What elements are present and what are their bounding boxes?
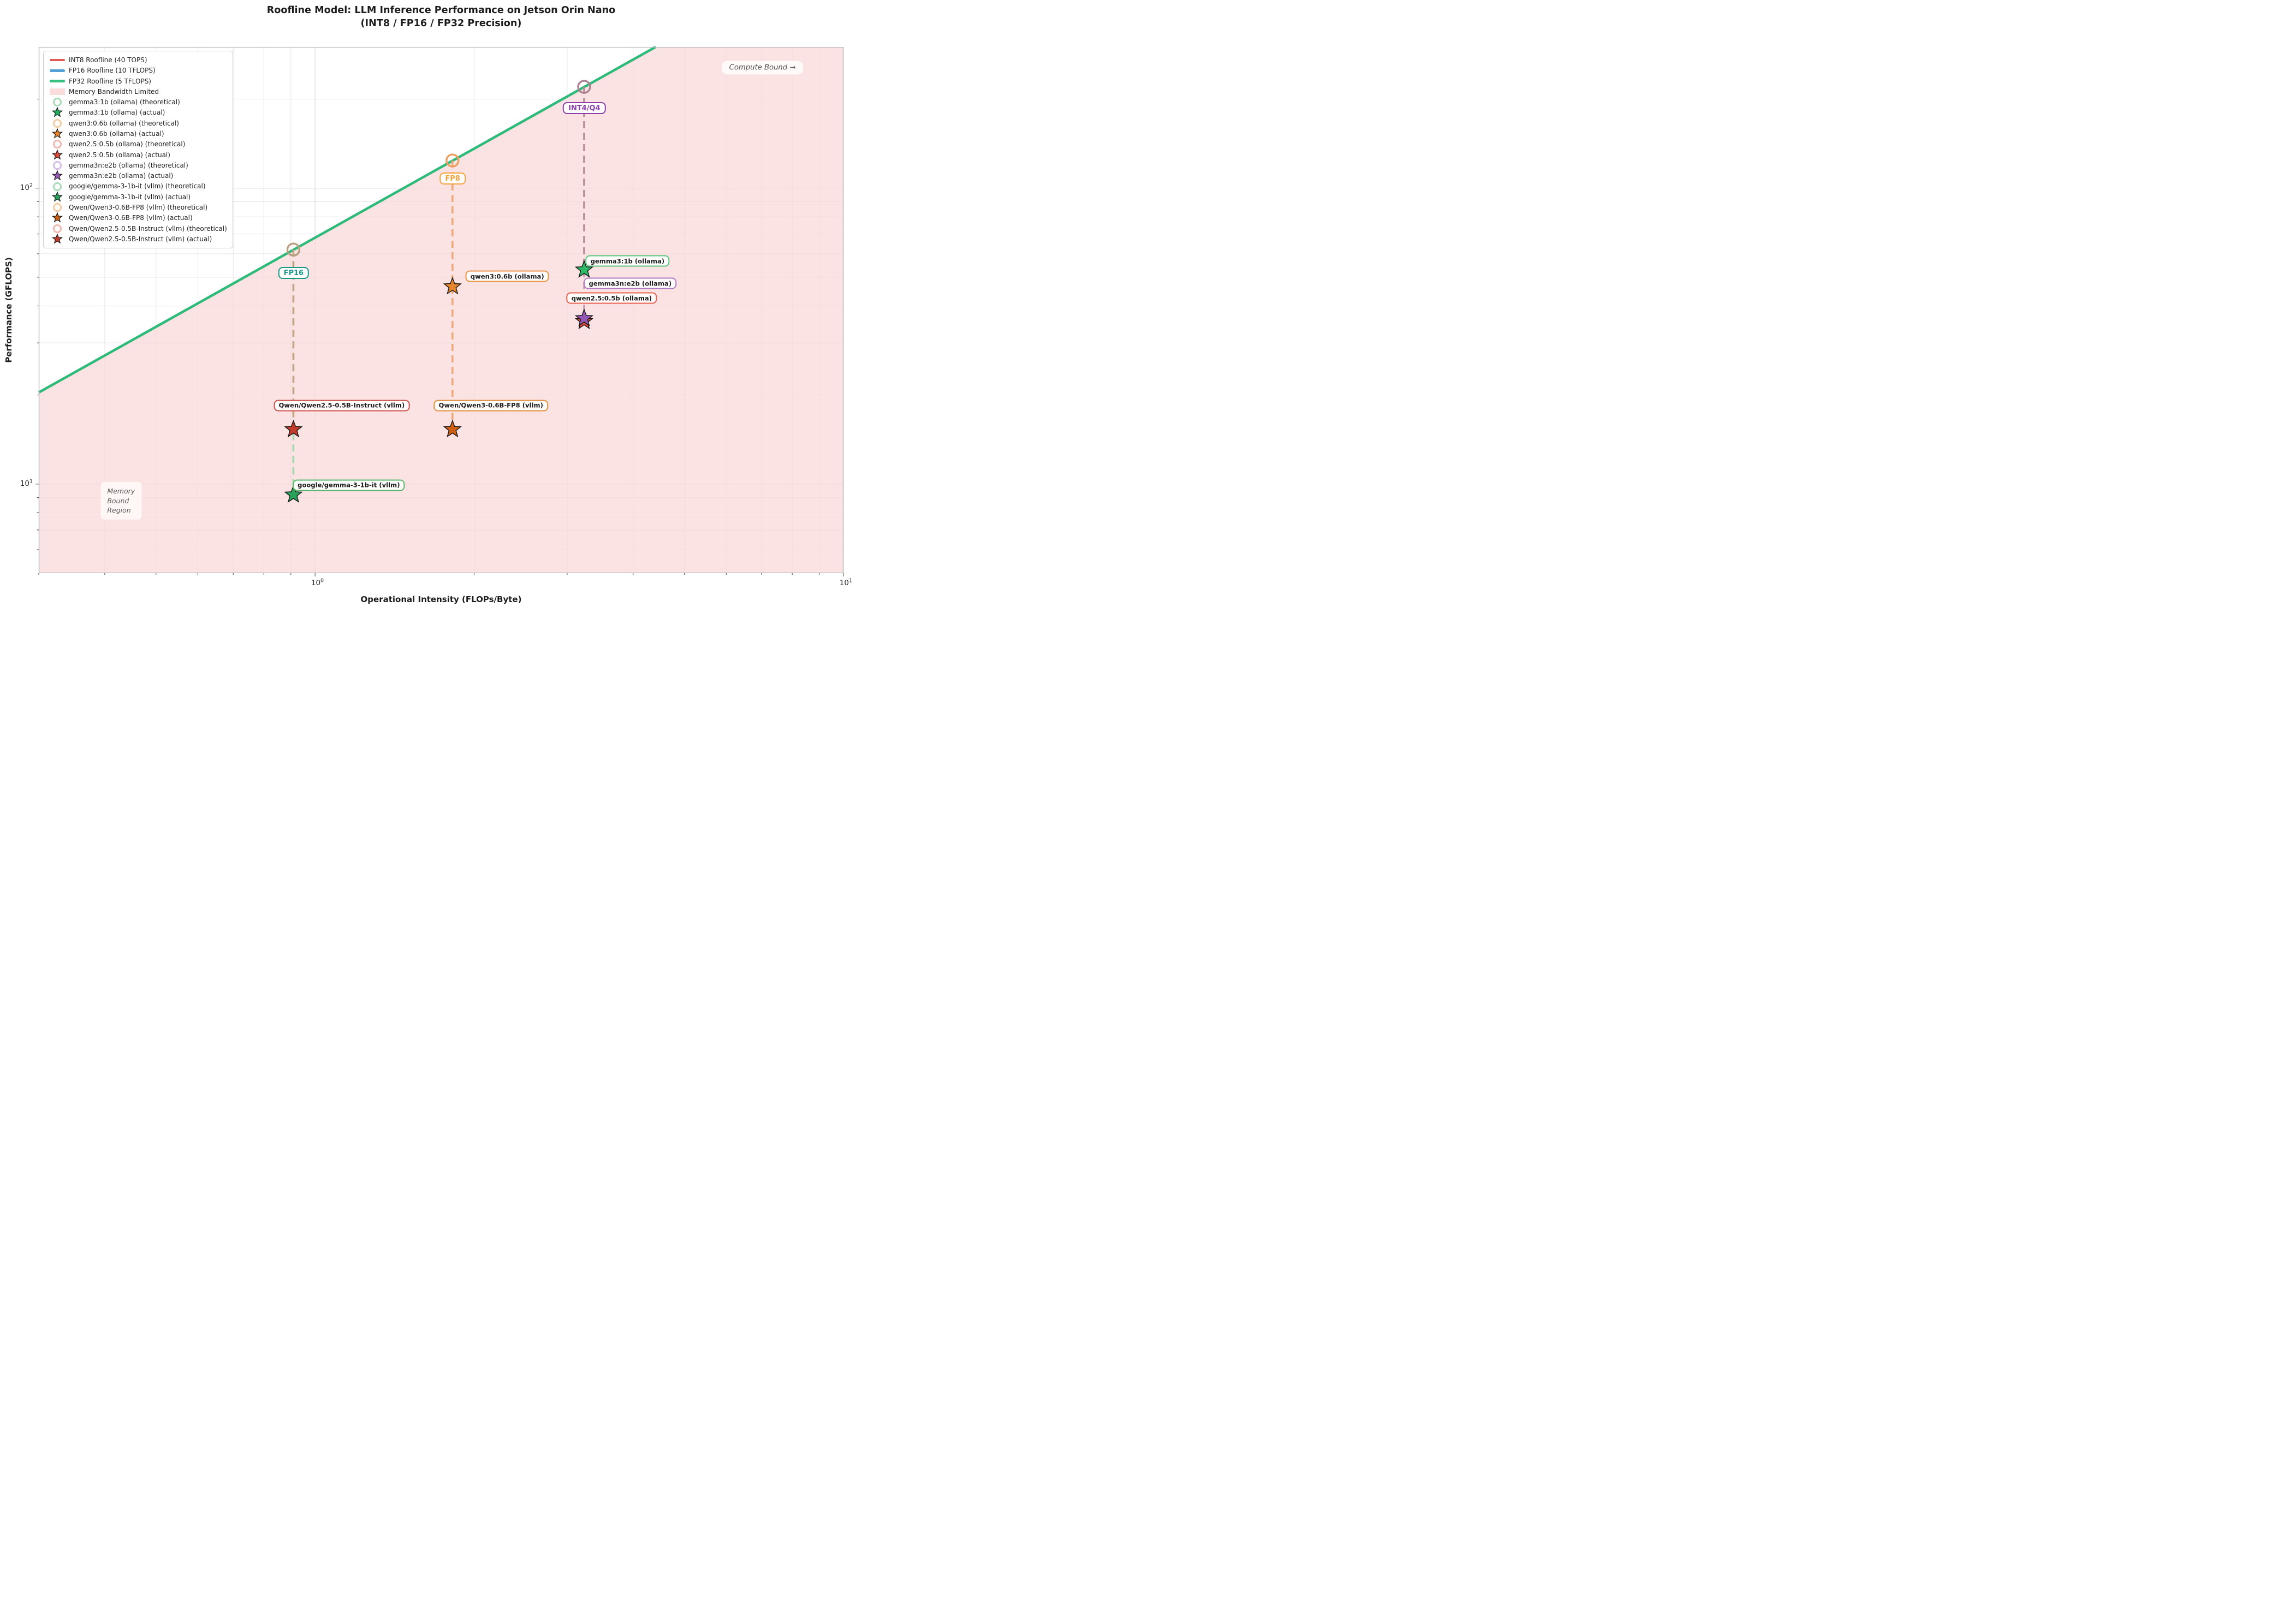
roofline-figure: Roofline Model: LLM Inference Performanc… [0, 0, 856, 611]
y-tick-label: 102 [20, 182, 33, 192]
legend-item: gemma3n:e2b (ollama) (theoretical) [48, 160, 227, 170]
memory-bound-label: Memory Bound Region [100, 481, 142, 520]
legend-item-label: qwen3:0.6b (ollama) (theoretical) [68, 119, 179, 127]
y-axis-label: Performance (GFLOPS) [4, 257, 14, 363]
legend-item: FP32 Roofline (5 TFLOPS) [48, 76, 227, 86]
model-label: google/gemma-3-1b-it (vllm) [293, 479, 405, 491]
legend-circle-marker-icon [48, 139, 67, 150]
actual-point-marker [575, 260, 594, 278]
legend-item: INT8 Roofline (40 TOPS) [48, 55, 227, 65]
legend-item: gemma3:1b (ollama) (theoretical) [48, 97, 227, 107]
legend-circle-marker-icon [48, 223, 67, 234]
legend-item: qwen3:0.6b (ollama) (actual) [48, 128, 227, 139]
actual-point-marker [284, 485, 303, 503]
legend-item-label: Qwen/Qwen2.5-0.5B-Instruct (vllm) (theor… [68, 224, 227, 233]
chart-title-line1: Roofline Model: LLM Inference Performanc… [266, 5, 616, 16]
legend-item-label: FP16 Roofline (10 TFLOPS) [68, 67, 156, 75]
legend-item: gemma3n:e2b (ollama) (actual) [48, 170, 227, 181]
legend-item-label: gemma3n:e2b (ollama) (theoretical) [68, 161, 188, 169]
theoretical-point-marker [287, 242, 301, 257]
legend-circle-marker-icon [48, 202, 67, 213]
legend-star-marker-icon [48, 212, 67, 223]
legend-item: Memory Bandwidth Limited [48, 86, 227, 97]
legend-item: Qwen/Qwen2.5-0.5B-Instruct (vllm) (theor… [48, 223, 227, 234]
legend-item-label: Qwen/Qwen3-0.6B-FP8 (vllm) (theoretical) [68, 204, 208, 212]
legend-star-marker-icon [48, 233, 67, 245]
legend-item-label: Memory Bandwidth Limited [68, 87, 159, 96]
model-label: gemma3n:e2b (ollama) [584, 277, 677, 289]
chart-title: Roofline Model: LLM Inference Performanc… [267, 4, 616, 31]
model-label: gemma3:1b (ollama) [585, 255, 670, 267]
precision-label-int4-q4: INT4/Q4 [563, 102, 606, 115]
legend-line-swatch-icon [48, 80, 67, 82]
legend-item: google/gemma-3-1b-it (vllm) (theoretical… [48, 181, 227, 192]
legend-star-marker-icon [48, 149, 67, 160]
legend-item: Qwen/Qwen3-0.6B-FP8 (vllm) (theoretical) [48, 202, 227, 212]
legend-item-label: gemma3n:e2b (ollama) (actual) [68, 172, 174, 180]
precision-label-fp8: FP8 [439, 172, 466, 185]
legend-patch-swatch-icon [48, 88, 67, 95]
legend-item: google/gemma-3-1b-it (vllm) (actual) [48, 191, 227, 203]
legend-star-marker-icon [48, 170, 67, 181]
legend-circle-marker-icon [48, 118, 67, 129]
legend-item-label: gemma3:1b (ollama) (theoretical) [68, 98, 180, 106]
precision-label-fp16: FP16 [278, 267, 310, 279]
legend-star-marker-icon [48, 128, 67, 139]
legend: INT8 Roofline (40 TOPS) FP16 Roofline (10… [43, 51, 233, 248]
legend-item-label: qwen2.5:0.5b (ollama) (theoretical) [68, 140, 186, 148]
actual-point-marker [443, 277, 462, 295]
compute-bound-label: Compute Bound → [721, 61, 804, 75]
theoretical-point-marker [577, 80, 592, 94]
model-label: qwen2.5:0.5b (ollama) [566, 292, 657, 304]
x-tick-label: 100 [311, 578, 324, 587]
model-label: Qwen/Qwen3-0.6B-FP8 (vllm) [433, 400, 548, 412]
legend-line-swatch-icon [48, 69, 67, 72]
legend-item: Qwen/Qwen2.5-0.5B-Instruct (vllm) (actua… [48, 233, 227, 245]
actual-point-marker [443, 419, 462, 438]
legend-star-marker-icon [48, 107, 67, 118]
y-tick-label: 101 [20, 478, 33, 488]
x-axis-label: Operational Intensity (FLOPs/Byte) [360, 594, 522, 604]
legend-item: qwen2.5:0.5b (ollama) (theoretical) [48, 139, 227, 150]
theoretical-point-marker [445, 153, 460, 168]
actual-point-marker [575, 308, 594, 326]
legend-circle-marker-icon [48, 160, 67, 171]
legend-item: qwen3:0.6b (ollama) (theoretical) [48, 118, 227, 128]
x-tick-label: 101 [839, 578, 853, 587]
legend-item-label: google/gemma-3-1b-it (vllm) (theoretical… [68, 182, 206, 191]
legend-item-label: google/gemma-3-1b-it (vllm) (actual) [68, 193, 191, 201]
legend-item-label: qwen3:0.6b (ollama) (actual) [68, 130, 164, 138]
legend-item-label: FP32 Roofline (5 TFLOPS) [68, 77, 151, 85]
legend-item: qwen2.5:0.5b (ollama) (actual) [48, 149, 227, 160]
legend-circle-marker-icon [48, 181, 67, 192]
legend-item-label: qwen2.5:0.5b (ollama) (actual) [68, 151, 170, 159]
legend-item-label: gemma3:1b (ollama) (actual) [68, 109, 165, 117]
actual-point-marker [284, 419, 303, 438]
legend-star-marker-icon [48, 191, 67, 203]
legend-circle-marker-icon [48, 97, 67, 108]
model-label: qwen3:0.6b (ollama) [465, 270, 549, 282]
legend-line-swatch-icon [48, 58, 67, 62]
legend-item-label: INT8 Roofline (40 TOPS) [68, 56, 147, 64]
legend-item-label: Qwen/Qwen2.5-0.5B-Instruct (vllm) (actua… [68, 235, 212, 243]
plot-area: INT8 Roofline (40 TOPS) FP16 Roofline (10… [35, 46, 844, 577]
chart-canvas [35, 46, 844, 577]
legend-item: gemma3:1b (ollama) (actual) [48, 107, 227, 118]
legend-item-label: Qwen/Qwen3-0.6B-FP8 (vllm) (actual) [68, 214, 193, 222]
legend-item: Qwen/Qwen3-0.6B-FP8 (vllm) (actual) [48, 212, 227, 223]
model-label: Qwen/Qwen2.5-0.5B-Instruct (vllm) [274, 400, 410, 412]
legend-item: FP16 Roofline (10 TFLOPS) [48, 66, 227, 76]
chart-title-line2: (INT8 / FP16 / FP32 Precision) [360, 18, 522, 29]
